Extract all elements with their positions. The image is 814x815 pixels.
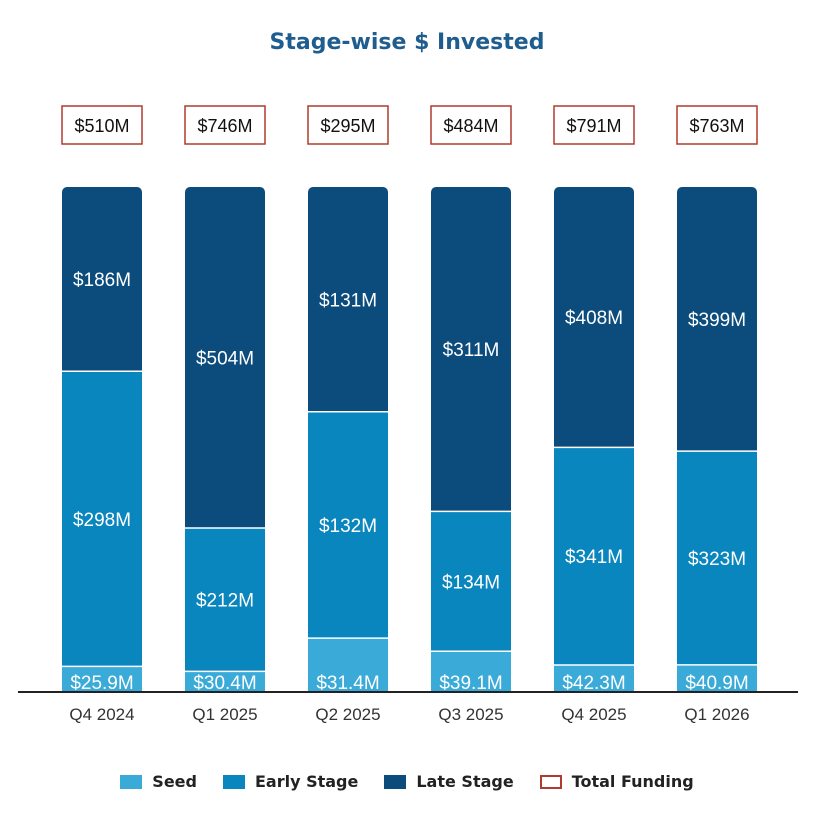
total-box-q3-2025 <box>430 105 512 145</box>
chart-title: Stage-wise $ Invested <box>269 30 545 55</box>
x-tick-label-q4-2025: Q4 2025 <box>561 705 626 724</box>
bar-late-stage-q1-2025 <box>185 187 265 528</box>
data-label-late-stage-q3-2025: $311M <box>443 340 500 361</box>
bar-late-stage-q4-2025 <box>554 187 634 448</box>
x-tick-label-q4-2024: Q4 2024 <box>69 705 134 724</box>
bar-early-stage-q4-2025 <box>554 447 634 666</box>
legend-swatch-late-stage <box>384 774 407 789</box>
total-label-q4-2025: $791M <box>566 116 621 136</box>
bar-late-stage-q4-2024 <box>62 187 142 372</box>
legend-item-early-stage: Early Stage <box>222 772 359 791</box>
legend-swatch-early-stage <box>222 774 245 789</box>
data-label-early-stage-q1-2025: $212M <box>196 591 254 612</box>
x-tick-label-q1-2025: Q1 2025 <box>192 705 257 724</box>
data-label-seed-q4-2025: $42.3M <box>562 673 625 694</box>
x-tick-label-q2-2025: Q2 2025 <box>315 705 380 724</box>
legend-label-late-stage: Late Stage <box>416 772 514 791</box>
total-label-q1-2025: $746M <box>197 116 252 136</box>
bar-early-stage-q1-2026 <box>677 451 757 665</box>
data-label-seed-q4-2024: $25.9M <box>70 673 133 694</box>
bar-seed-q1-2026 <box>677 664 757 692</box>
legend-label-early-stage: Early Stage <box>254 772 359 791</box>
total-box-q1-2026 <box>676 105 758 145</box>
data-label-late-stage-q1-2025: $504M <box>196 348 254 369</box>
data-label-seed-q3-2025: $39.1M <box>439 673 502 694</box>
bar-seed-q2-2025 <box>308 638 388 692</box>
data-label-early-stage-q4-2025: $341M <box>565 547 623 568</box>
legend-swatch-seed <box>120 774 143 789</box>
legend-label-seed: Seed <box>152 772 197 791</box>
data-label-early-stage-q4-2024: $298M <box>73 510 131 531</box>
data-label-seed-q1-2026: $40.9M <box>685 673 748 694</box>
data-label-late-stage-q4-2024: $186M <box>73 270 131 291</box>
data-label-late-stage-q1-2026: $399M <box>688 310 746 331</box>
data-label-early-stage-q1-2026: $323M <box>688 549 746 570</box>
bar-late-stage-q2-2025 <box>308 187 388 412</box>
bar-seed-q1-2025 <box>185 671 265 692</box>
total-label-q4-2024: $510M <box>74 116 129 136</box>
bar-seed-q4-2024 <box>62 666 142 692</box>
legend: Seed Early Stage Late Stage Total Fundin… <box>0 772 814 791</box>
total-box-q4-2025 <box>553 105 635 145</box>
legend-item-total-funding: Total Funding <box>539 772 694 791</box>
legend-label-total-funding: Total Funding <box>571 772 694 791</box>
data-label-seed-q2-2025: $31.4M <box>316 673 379 694</box>
data-label-early-stage-q3-2025: $134M <box>442 572 500 593</box>
bar-early-stage-q3-2025 <box>431 511 511 652</box>
data-label-seed-q1-2025: $30.4M <box>193 673 256 694</box>
bar-late-stage-q3-2025 <box>431 187 511 512</box>
total-box-q1-2025 <box>184 105 266 145</box>
legend-swatch-total-funding <box>539 774 562 789</box>
data-label-late-stage-q2-2025: $131M <box>319 290 377 311</box>
bar-early-stage-q4-2024 <box>62 371 142 667</box>
legend-item-seed: Seed <box>120 772 197 791</box>
legend-item-late-stage: Late Stage <box>384 772 514 791</box>
data-label-early-stage-q2-2025: $132M <box>319 516 377 537</box>
x-tick-label-q1-2026: Q1 2026 <box>684 705 749 724</box>
data-label-late-stage-q4-2025: $408M <box>565 308 623 329</box>
total-box-q2-2025 <box>307 105 389 145</box>
total-box-q4-2024 <box>61 105 143 145</box>
x-tick-label-q3-2025: Q3 2025 <box>438 705 503 724</box>
bar-late-stage-q1-2026 <box>677 187 757 452</box>
total-label-q2-2025: $295M <box>320 116 375 136</box>
bar-early-stage-q2-2025 <box>308 411 388 639</box>
total-label-q3-2025: $484M <box>443 116 498 136</box>
bar-seed-q3-2025 <box>431 651 511 692</box>
bar-early-stage-q1-2025 <box>185 527 265 672</box>
bar-seed-q4-2025 <box>554 665 634 692</box>
total-label-q1-2026: $763M <box>689 116 744 136</box>
